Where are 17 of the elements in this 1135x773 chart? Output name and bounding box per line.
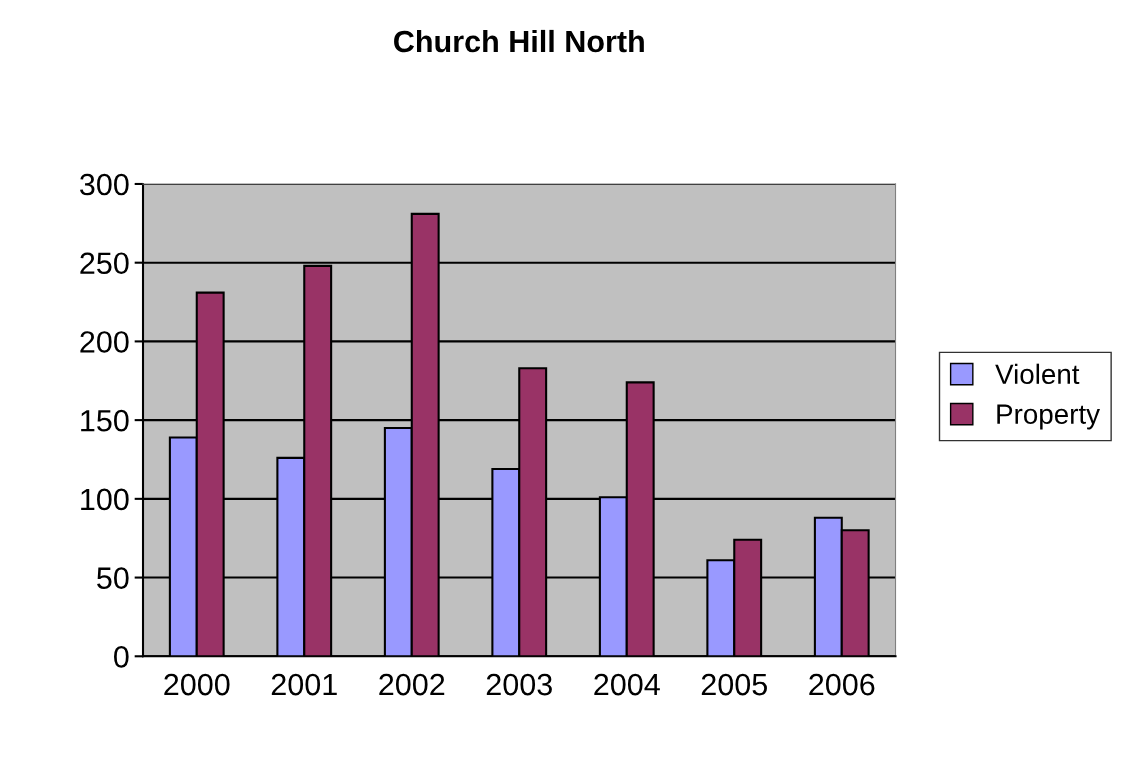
y-tick-label: 250 (80, 252, 129, 275)
x-tick-label: 2004 (594, 673, 660, 696)
x-tick-label: 2005 (701, 673, 767, 696)
x-tick-label: 2000 (164, 673, 230, 696)
y-tick-label: 50 (97, 567, 129, 589)
x-tick-label: 2003 (486, 673, 552, 696)
legend-label: Violent (995, 363, 1080, 385)
y-tick-label: 200 (80, 331, 129, 353)
chart-title: Church Hill North (394, 29, 644, 53)
y-tick-label: 0 (114, 646, 129, 668)
y-tick-label: 300 (80, 173, 129, 196)
x-tick-label: 2001 (271, 673, 337, 696)
x-tick-label: 2006 (809, 673, 875, 696)
y-tick-label: 150 (81, 409, 129, 432)
y-tick-label: 100 (81, 488, 129, 511)
legend-label: Property (997, 404, 1100, 430)
x-tick-label: 2002 (379, 673, 445, 696)
